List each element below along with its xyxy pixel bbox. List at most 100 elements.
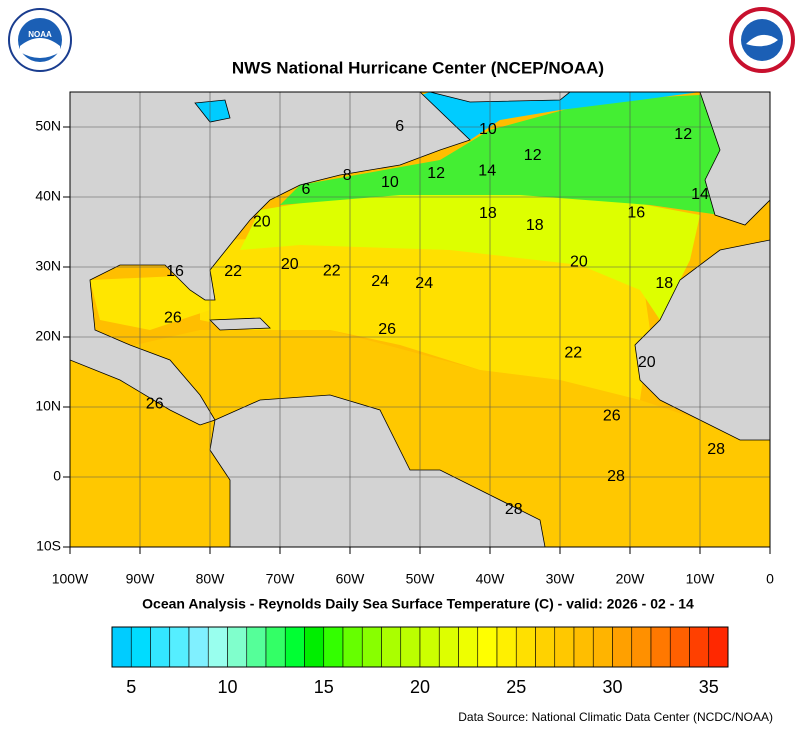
contour-label: 22 [224,263,242,280]
contour-label: 16 [166,263,184,280]
contour-label: 22 [564,344,582,361]
colorbar-swatch [265,626,286,668]
x-tick-label: 20W [616,571,646,587]
colorbar-swatch [111,626,132,668]
contour-label: 8 [343,167,352,184]
colorbar-tick-label: 10 [217,677,237,697]
colorbar-swatch [477,626,498,668]
colorbar-tick-label: 5 [126,677,136,697]
x-tick-label: 100W [52,571,89,587]
ocean-band [280,92,770,215]
colorbar-tick-label: 35 [699,677,719,697]
subtitle: Ocean Analysis - Reynolds Daily Sea Surf… [142,596,694,612]
colorbar-swatch [207,626,228,668]
colorbar-swatch [169,626,190,668]
colorbar-swatch [496,626,517,668]
x-tick-label: 40W [476,571,506,587]
x-tick-label: 0 [766,571,774,587]
title: NWS National Hurricane Center (NCEP/NOAA… [232,58,604,77]
contour-label: 18 [655,275,673,292]
colorbar-swatch [458,626,479,668]
y-tick-label: 40N [35,188,61,204]
axes: 100W 90W 80W 70W 60W 50W 40W 30W 20W 10W 0 10S 0 10N 2… [35,118,774,587]
y-tick-label: 30N [35,258,61,274]
colorbar-swatch [689,626,710,668]
colorbar-swatch [535,626,556,668]
x-tick-label: 50W [406,571,436,587]
x-tick-label: 10W [686,571,716,587]
colorbar-tick-label: 25 [506,677,526,697]
contour-label: 26 [378,321,396,338]
contour-label: 12 [674,126,692,143]
contour-label: 14 [478,162,496,179]
x-tick-label: 80W [196,571,226,587]
colorbar-tick-label: 30 [602,677,622,697]
contour-labels: 6 10 12 12 14 12 10 8 6 14 16 18 18 20 20 20 22 22 24 24 16 1… [146,118,725,518]
colorbar-swatch [323,626,344,668]
contour-label: 14 [691,186,709,203]
contour-label: 6 [301,181,310,198]
colorbar-swatch [304,626,325,668]
ocean-band [240,190,700,320]
x-tick-label: 70W [266,571,296,587]
gulf-band [90,275,210,330]
colorbar-swatch [361,626,382,668]
contour-label: 20 [253,213,271,230]
y-tick-label: 50N [35,118,61,134]
y-tick-label: 20N [35,328,61,344]
y-tick-label: 0 [53,468,61,484]
colorbar: 5 10 15 20 25 30 35 [111,626,729,697]
contour-label: 18 [479,205,497,222]
contour-label: 12 [524,147,542,164]
colorbar-swatch [130,626,151,668]
x-tick-label: 60W [336,571,366,587]
colorbar-swatch [381,626,402,668]
colorbar-swatch [284,626,305,668]
y-tick-label: 10N [35,398,61,414]
colorbar-tick-label: 20 [410,677,430,697]
contour-label: 10 [381,174,399,191]
colorbar-swatch [592,626,613,668]
contour-label: 12 [427,165,445,182]
colorbar-swatch [573,626,594,668]
contour-label: 28 [505,501,523,518]
contour-label: 20 [281,256,299,273]
contour-label: 24 [371,273,389,290]
contour-label: 6 [395,118,404,135]
colorbar-swatch [631,626,652,668]
contour-label: 26 [603,407,621,424]
colorbar-swatch [650,626,671,668]
contour-label: 24 [415,275,433,292]
noaa-logo: NOAA [8,8,72,72]
colorbar-swatch [708,626,729,668]
colorbar-swatch [669,626,690,668]
y-tick-label: 10S [36,538,61,554]
contour-label: 10 [479,121,497,138]
colorbar-swatch [150,626,171,668]
logo-text: NOAA [28,30,52,39]
colorbar-swatch [612,626,633,668]
colorbar-swatch [246,626,267,668]
colorbar-swatch [400,626,421,668]
contour-label: 20 [570,253,588,270]
source: Data Source: National Climatic Data Cent… [458,710,773,724]
colorbar-swatch [188,626,209,668]
colorbar-swatch [515,626,536,668]
contour-label: 26 [164,309,182,326]
ocean-band [200,235,650,400]
contour-label: 16 [627,204,645,221]
colorbar-swatch [419,626,440,668]
land [70,92,770,547]
contour-label: 20 [638,354,656,371]
contour-label: 28 [607,468,625,485]
colorbar-swatch [227,626,248,668]
x-tick-label: 90W [126,571,156,587]
contour-label: 18 [526,217,544,234]
contour-label: 26 [146,395,164,412]
colorbar-swatch [342,626,363,668]
x-tick-label: 30W [546,571,576,587]
colorbar-swatch [438,626,459,668]
colorbar-swatch [554,626,575,668]
nws-logo [729,7,795,73]
